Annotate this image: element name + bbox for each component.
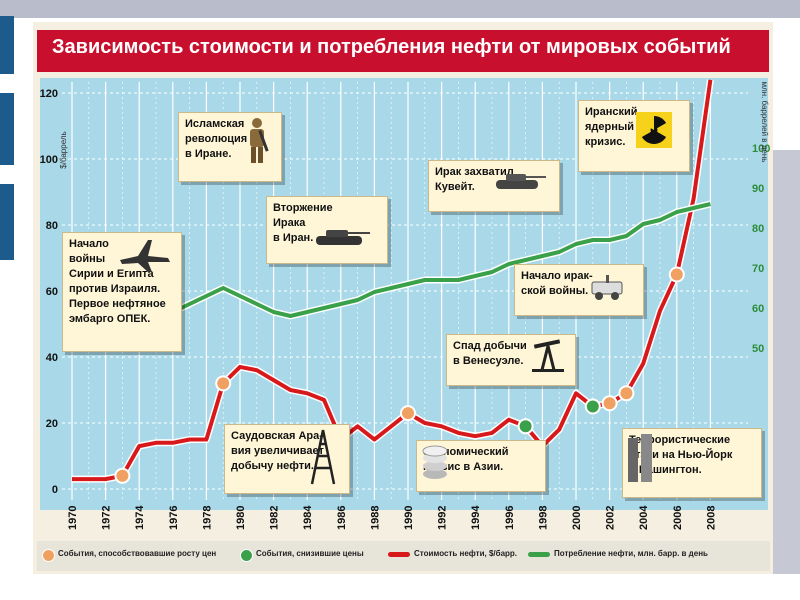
event-down-marker: [517, 418, 534, 435]
event-up-marker: [114, 467, 131, 484]
x-tick-label: 1988: [369, 506, 381, 530]
skyscraper-icon: [628, 434, 652, 482]
slide-side-tab: [0, 93, 14, 165]
y-tick-label-left: 20: [46, 418, 58, 430]
oil-pump-icon: [532, 339, 564, 372]
fighter-jet-icon: [120, 240, 170, 272]
x-tick-label: 1970: [67, 506, 79, 530]
x-tick-label: 1976: [168, 506, 180, 530]
x-tick-label: 1984: [302, 505, 314, 530]
military-vehicle-icon: [591, 275, 623, 300]
y-axis-label-right: млн. баррелей в день: [760, 82, 769, 163]
x-tick-label: 1990: [403, 506, 415, 530]
soldier-icon: [250, 118, 269, 163]
x-tick-label: 2000: [571, 506, 583, 530]
callout-iran-nuclear: Иранский ядерный кризис.: [578, 100, 690, 172]
y-tick-label-left: 40: [46, 352, 58, 364]
consumption-line: [139, 202, 711, 322]
y-tick-label-right: 90: [752, 183, 764, 195]
y-tick-label-left: 60: [46, 286, 58, 298]
event-up-marker: [668, 266, 685, 283]
y-tick-label-left: 120: [40, 88, 58, 100]
coins-icon: [422, 445, 448, 479]
legend-label-consumption: Потребление нефти, млн. барр. в день: [554, 549, 708, 558]
legend-label-down: События, снизившие цены: [256, 549, 364, 558]
y-tick-label-right: 80: [752, 223, 764, 235]
callout-iraq-iran: Вторжение Ирака в Иран.: [266, 196, 388, 264]
legend-line-consumption: [528, 552, 550, 557]
callout-arab-israel: Начало войны Сирии и Египта против Израи…: [62, 232, 182, 352]
callout-terror: Террористические атаки на Нью-Йорк и Ваш…: [622, 428, 762, 498]
oil-derrick-icon: [310, 429, 336, 485]
event-up-marker: [400, 405, 416, 422]
y-tick-label-left: 0: [52, 484, 58, 496]
slide-footer: [0, 574, 800, 600]
x-tick-label: 2002: [605, 506, 617, 530]
event-down-marker: [584, 398, 601, 415]
x-tick-label: 1982: [269, 506, 281, 530]
event-up-marker: [618, 385, 635, 402]
x-tick-label: 2008: [705, 506, 717, 530]
callout-kuwait: Ирак захватил Кувейт.: [428, 160, 560, 212]
y-tick-label-right: 50: [752, 343, 764, 355]
x-tick-label: 1994: [470, 505, 482, 530]
legend-label-price: Стоимость нефти, $/барр.: [414, 549, 518, 558]
chart-title: Зависимость стоимости и потребления нефт…: [52, 36, 731, 58]
y-tick-label-left: 100: [40, 154, 58, 166]
x-tick-label: 1974: [134, 505, 146, 530]
event-up-marker: [601, 395, 618, 412]
y-tick-label-right: 60: [752, 303, 764, 315]
x-tick-label: 2004: [638, 505, 650, 530]
radiation-icon: [636, 112, 672, 148]
slide-side-tab: [0, 16, 14, 74]
x-tick-label: 1978: [201, 506, 213, 530]
y-tick-label-right: 100: [752, 143, 770, 155]
x-tick-label: 1996: [504, 506, 516, 530]
x-tick-label: 2006: [672, 506, 684, 530]
legend-line-price: [388, 552, 410, 557]
y-tick-label-left: 80: [46, 220, 58, 232]
x-tick-label: 1972: [101, 506, 113, 530]
x-tick-label: 1986: [336, 506, 348, 530]
y-tick-label-right: 70: [752, 263, 764, 275]
y-axis-label-left: $/баррель: [59, 131, 68, 168]
x-tick-label: 1980: [235, 506, 247, 530]
title-bar: [37, 30, 769, 72]
tank-icon: [496, 174, 546, 189]
slide-right-band: [770, 150, 800, 600]
slide-side-tab: [0, 184, 14, 260]
tank-icon: [316, 230, 370, 245]
legend-label-up: События, способствовавшие росту цен: [58, 549, 217, 558]
event-up-marker: [215, 375, 232, 392]
x-tick-label: 1998: [537, 506, 549, 530]
legend-dot-down: [240, 549, 253, 562]
x-tick-label: 1992: [437, 506, 449, 530]
legend-dot-up: [42, 549, 55, 562]
slide-top-band: [0, 0, 800, 18]
